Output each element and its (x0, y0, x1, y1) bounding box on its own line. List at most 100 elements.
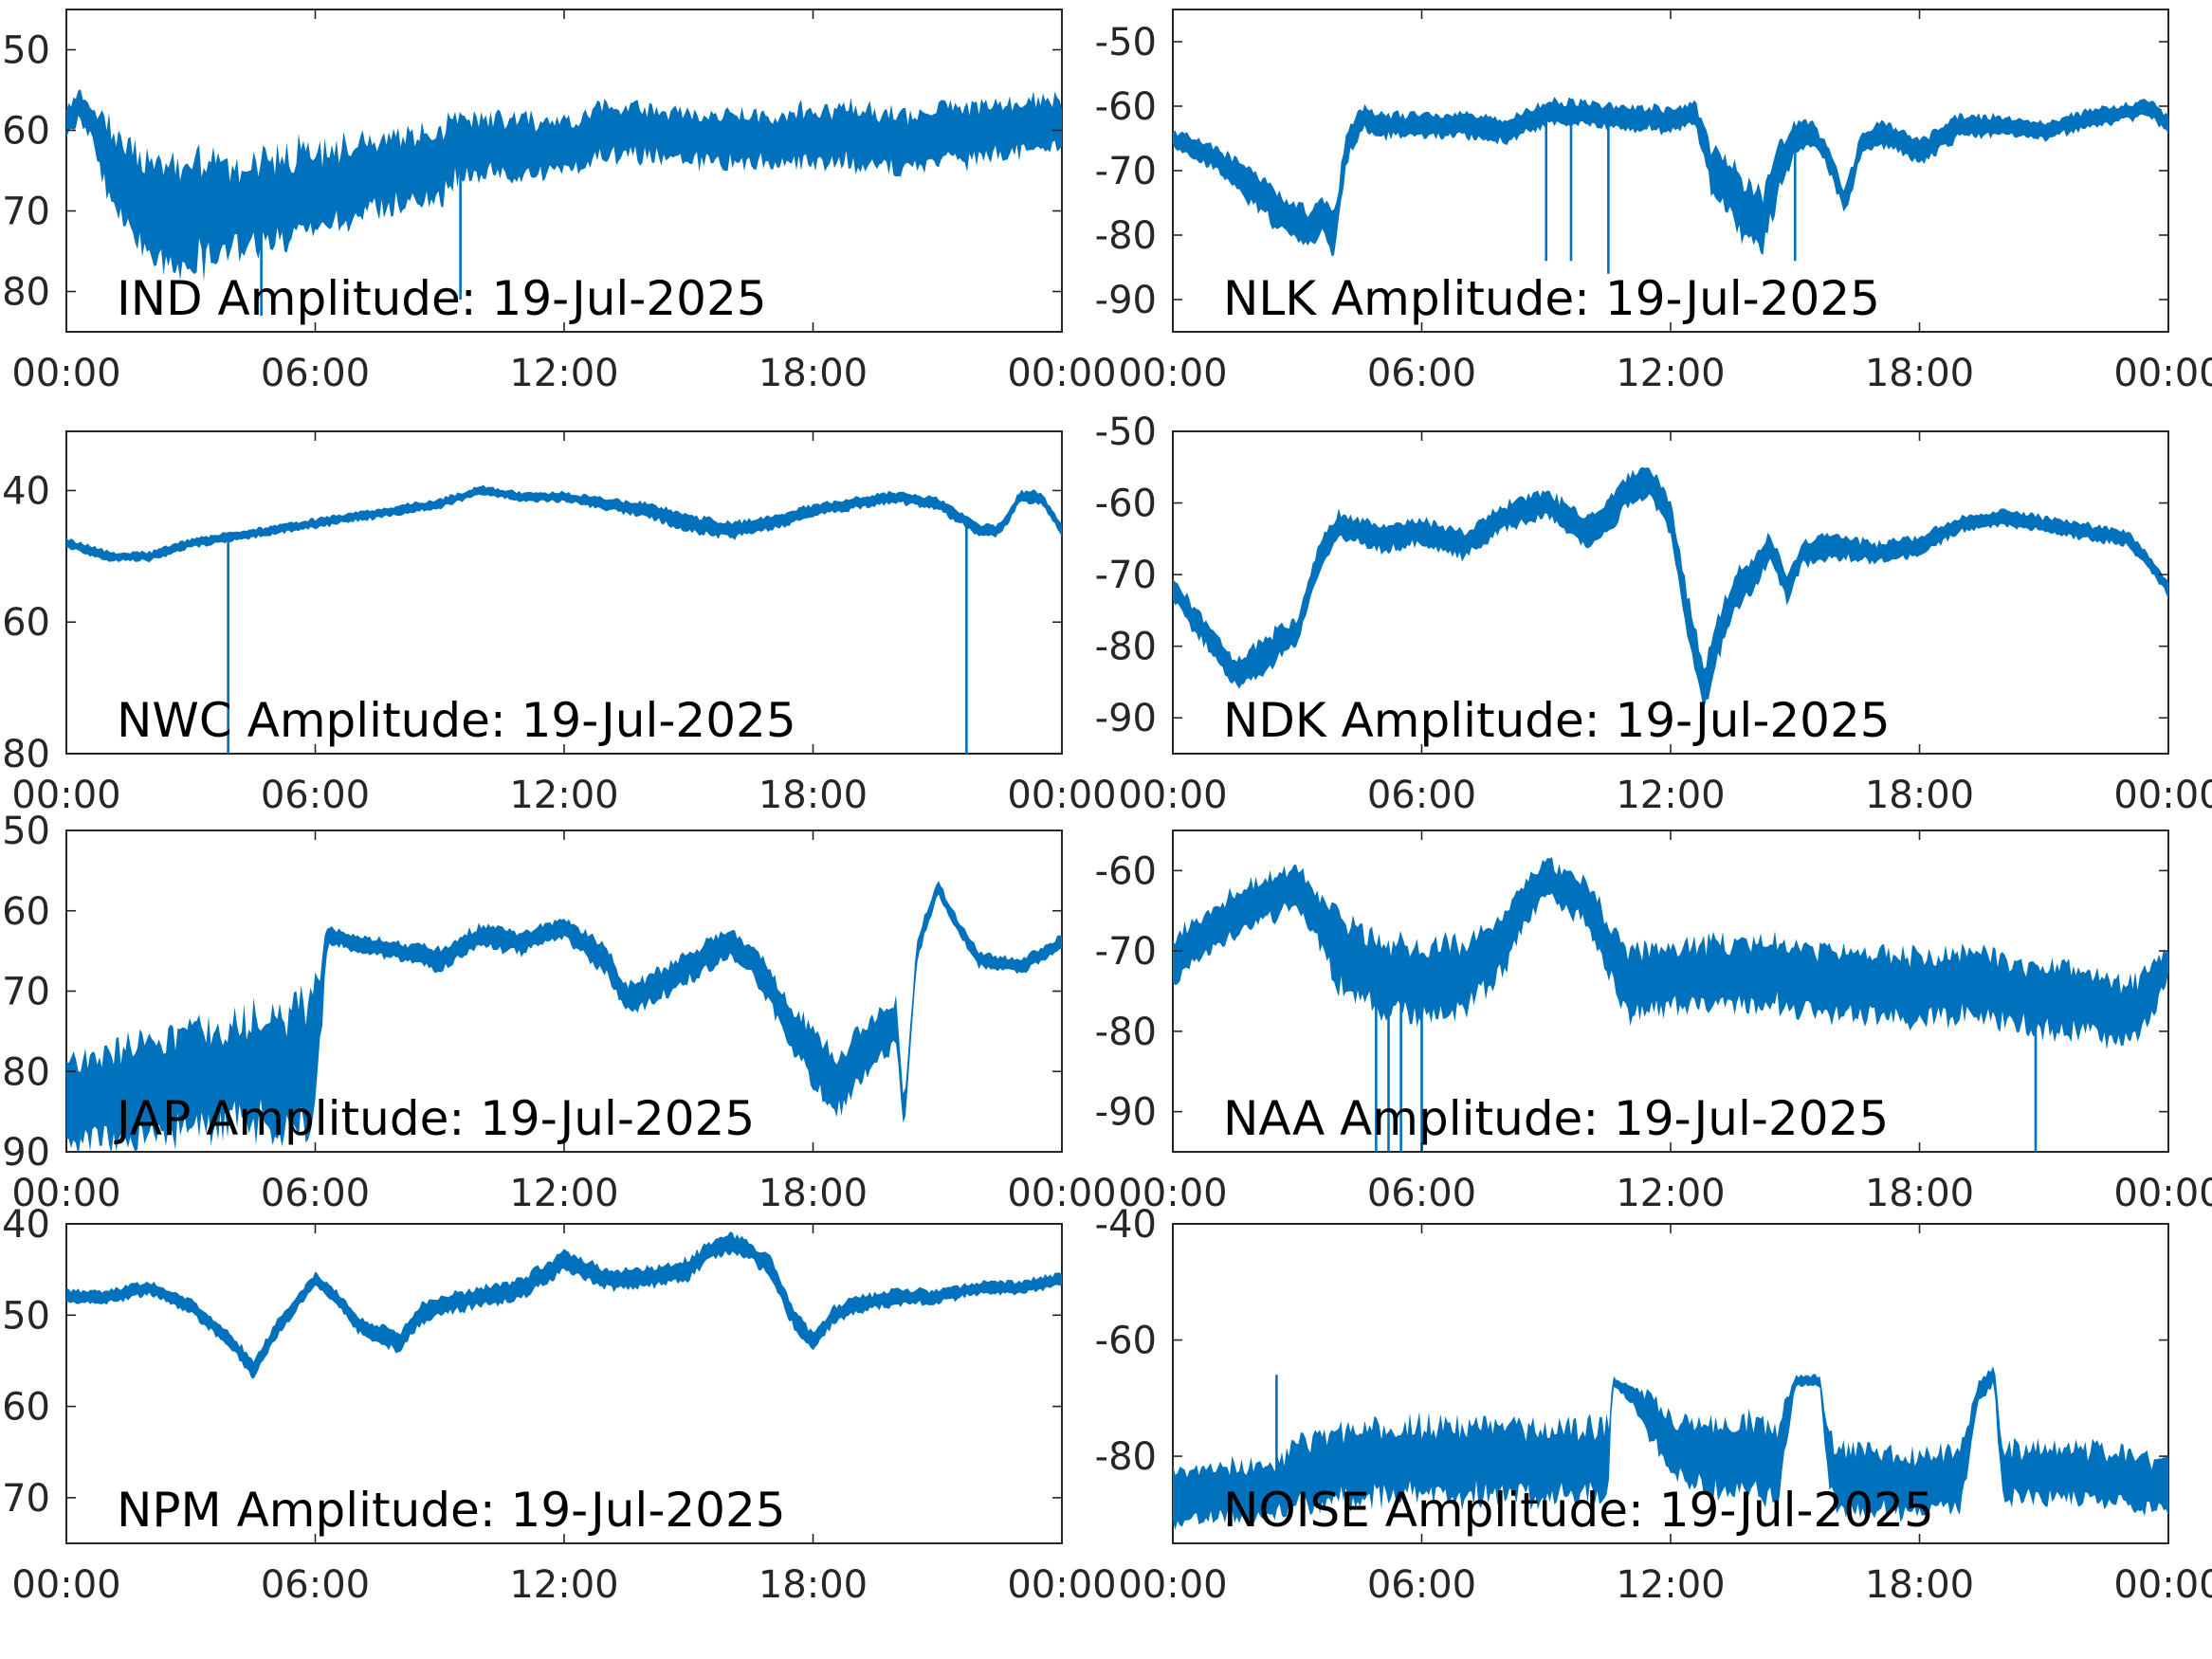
x-tick-label: 12:00 (509, 1172, 618, 1215)
x-tick-label: 06:00 (1367, 352, 1476, 395)
series-trace (66, 881, 1062, 1152)
x-tick-label: 00:00 (11, 1563, 120, 1607)
series-trace (1173, 466, 2168, 711)
x-tick-label: 12:00 (1616, 1563, 1725, 1607)
x-tick-label: 06:00 (261, 774, 370, 817)
x-tick-label: 00:00 (1007, 1563, 1116, 1607)
y-tick-label: -50 (1095, 21, 1157, 64)
x-tick-label: 00:00 (11, 1172, 120, 1215)
chart-title: NOISE Amplitude: 19-Jul-2025 (1223, 1483, 1934, 1538)
y-tick-label: 70 (2, 1477, 50, 1521)
y-tick-label: -40 (1095, 1203, 1157, 1247)
y-tick-label: -60 (1095, 483, 1157, 526)
chart-title: NAA Amplitude: 19-Jul-2025 (1223, 1091, 1889, 1146)
chart-title: NLK Amplitude: 19-Jul-2025 (1223, 271, 1880, 326)
y-tick-label: -60 (1095, 849, 1157, 893)
chart-title: NDK Amplitude: 19-Jul-2025 (1223, 693, 1891, 748)
plot-area-frame (1172, 430, 2169, 755)
chart-panel-0: 00:00 06:00 12:00 18:00 00:00 50 60 70 80 IND Amp… (2, 9, 1117, 395)
y-tick-label: 40 (2, 469, 50, 513)
chart-panel-3: 00:00 06:00 12:00 18:00 00:00 -50 -60 -70 -80 -90… (1095, 410, 2212, 817)
x-tick-label: 12:00 (1616, 1172, 1725, 1215)
x-tick-label: 00:00 (1007, 774, 1116, 817)
chart-panel-1: 00:00 06:00 12:00 18:00 00:00 -50 -60 -70 -80 -90… (1095, 9, 2212, 395)
x-tick-label: 18:00 (759, 1172, 868, 1215)
x-tick-label: 18:00 (1865, 1172, 1974, 1215)
y-tick-label: 70 (2, 971, 50, 1014)
x-tick-label: 06:00 (261, 352, 370, 395)
chart-panel-2: 00:00 06:00 12:00 18:00 00:00 40 60 80 NWC Ampli… (2, 430, 1117, 817)
x-tick-label: 06:00 (1367, 1172, 1476, 1215)
x-tick-label: 12:00 (509, 774, 618, 817)
chart-title: IND Amplitude: 19-Jul-2025 (117, 271, 767, 326)
y-tick-label: -90 (1095, 697, 1157, 740)
y-tick-label: -50 (1095, 410, 1157, 454)
x-tick-label: 00:00 (1118, 1172, 1227, 1215)
x-tick-label: 00:00 (1118, 1563, 1227, 1607)
plot-area-frame (65, 1223, 1063, 1544)
y-tick-label: -70 (1095, 554, 1157, 597)
y-tick-label: 80 (2, 271, 50, 315)
y-tick-label: -70 (1095, 930, 1157, 974)
series-trace (66, 1231, 1062, 1379)
series-trace (1173, 97, 2168, 257)
y-tick-label: 70 (2, 191, 50, 234)
series-trace (66, 484, 1062, 563)
x-tick-label: 06:00 (1367, 774, 1476, 817)
y-tick-label: 50 (2, 29, 50, 73)
y-tick-label: 60 (2, 1386, 50, 1430)
x-tick-label: 00:00 (2113, 1563, 2212, 1607)
y-tick-label: 80 (2, 733, 50, 776)
chart-panel-6: 00:00 06:00 12:00 18:00 00:00 40 50 60 70 NPM Amp… (2, 1203, 1117, 1607)
y-tick-label: 90 (2, 1131, 50, 1175)
y-tick-label: -80 (1095, 1011, 1157, 1054)
x-tick-label: 00:00 (2113, 1172, 2212, 1215)
x-tick-label: 18:00 (1865, 1563, 1974, 1607)
x-tick-label: 00:00 (1007, 1172, 1116, 1215)
x-tick-label: 06:00 (1367, 1563, 1476, 1607)
y-tick-label: -80 (1095, 214, 1157, 258)
chart-panel-5: 00:00 06:00 12:00 18:00 00:00 -60 -70 -80 -90 NAA… (1095, 830, 2212, 1215)
y-tick-label: -80 (1095, 1435, 1157, 1479)
x-tick-label: 00:00 (1007, 352, 1116, 395)
chart-title: NPM Amplitude: 19-Jul-2025 (117, 1483, 786, 1538)
x-tick-label: 12:00 (509, 352, 618, 395)
x-tick-label: 18:00 (759, 774, 868, 817)
y-tick-label: 60 (2, 601, 50, 645)
y-tick-label: -90 (1095, 279, 1157, 322)
x-tick-label: 18:00 (759, 1563, 868, 1607)
x-tick-label: 06:00 (261, 1563, 370, 1607)
chart-panel-7: 00:00 06:00 12:00 18:00 00:00 -40 -60 -80 NOISE … (1095, 1203, 2212, 1607)
chart-title: NWC Amplitude: 19-Jul-2025 (117, 693, 796, 748)
x-tick-label: 00:00 (1118, 774, 1227, 817)
x-tick-label: 12:00 (1616, 774, 1725, 817)
x-tick-label: 00:00 (2113, 774, 2212, 817)
x-tick-label: 12:00 (509, 1563, 618, 1607)
x-tick-label: 06:00 (261, 1172, 370, 1215)
plot-area-frame (65, 430, 1063, 755)
y-tick-label: -90 (1095, 1091, 1157, 1135)
y-tick-label: 40 (2, 1203, 50, 1247)
x-tick-label: 18:00 (759, 352, 868, 395)
y-tick-label: 80 (2, 1050, 50, 1094)
y-tick-label: -80 (1095, 626, 1157, 669)
x-tick-label: 00:00 (1118, 352, 1227, 395)
chart-title: JAP Amplitude: 19-Jul-2025 (114, 1091, 755, 1146)
x-tick-label: 18:00 (1865, 774, 1974, 817)
x-tick-label: 00:00 (2113, 352, 2212, 395)
x-tick-label: 00:00 (11, 352, 120, 395)
y-tick-label: -60 (1095, 1320, 1157, 1363)
plot-area-frame (1172, 9, 2169, 333)
y-tick-label: 60 (2, 110, 50, 154)
x-tick-label: 00:00 (11, 774, 120, 817)
x-tick-label: 12:00 (1616, 352, 1725, 395)
y-tick-label: -70 (1095, 150, 1157, 193)
y-tick-label: -60 (1095, 85, 1157, 129)
x-tick-label: 18:00 (1865, 352, 1974, 395)
y-tick-label: 60 (2, 890, 50, 934)
chart-panel-4: 00:00 06:00 12:00 18:00 00:00 50 60 70 80 90 JAP A… (2, 810, 1117, 1215)
series-trace (1173, 1366, 2168, 1530)
y-tick-label: 50 (2, 1294, 50, 1338)
y-tick-label: 50 (2, 810, 50, 853)
